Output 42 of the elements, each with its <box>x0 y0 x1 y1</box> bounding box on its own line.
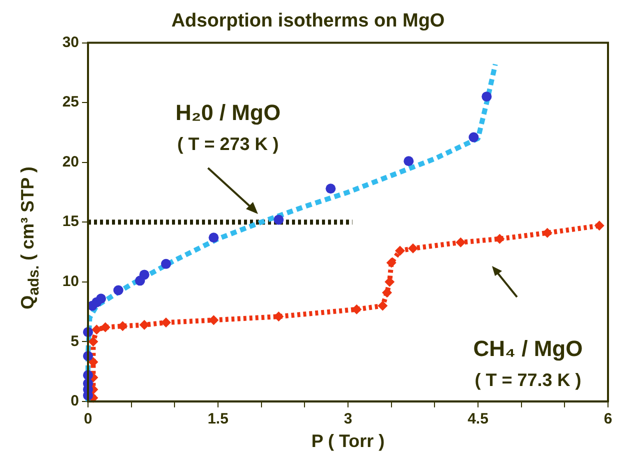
annotation: CH₄ / MgO <box>473 336 583 362</box>
point <box>118 321 128 332</box>
y-tick-label: 20 <box>62 153 79 170</box>
point <box>594 220 604 231</box>
x-tick-label: 4.5 <box>468 410 488 428</box>
y-tick-label: 30 <box>62 34 79 51</box>
x-tick-label: 6 <box>604 410 612 428</box>
point <box>382 288 392 298</box>
point <box>96 294 106 304</box>
point <box>395 246 405 256</box>
point <box>404 156 414 166</box>
annotation: H₂0 / MgO <box>175 100 281 126</box>
y-tick-label: 0 <box>70 392 79 410</box>
point <box>468 132 479 142</box>
point <box>208 315 219 326</box>
point <box>456 237 466 248</box>
y-tick-label: 5 <box>70 332 79 350</box>
chart-title: Adsorption isotherms on MgO <box>171 10 445 32</box>
y-tick-label: 10 <box>62 273 79 290</box>
point <box>378 300 388 311</box>
point <box>408 243 418 254</box>
annotation: ( T = 273 K ) <box>177 134 279 155</box>
point <box>161 318 171 328</box>
x-axis-title: P ( Torr ) <box>311 431 385 452</box>
y-tick-label: 25 <box>62 94 79 111</box>
point <box>274 214 284 225</box>
annotation: ( T = 77.3 K ) <box>474 370 582 391</box>
point <box>139 270 150 280</box>
point <box>92 324 102 335</box>
point <box>326 184 336 194</box>
y-tick-label: 15 <box>62 213 79 230</box>
point <box>100 322 110 332</box>
x-tick-label: 3 <box>344 410 352 428</box>
point <box>482 92 492 102</box>
point <box>161 258 171 269</box>
point <box>386 258 396 268</box>
point <box>139 320 150 330</box>
point <box>113 285 124 296</box>
x-tick-label: 0 <box>84 410 92 428</box>
point <box>208 232 219 243</box>
x-tick-label: 1.5 <box>208 410 228 428</box>
point <box>88 336 98 347</box>
